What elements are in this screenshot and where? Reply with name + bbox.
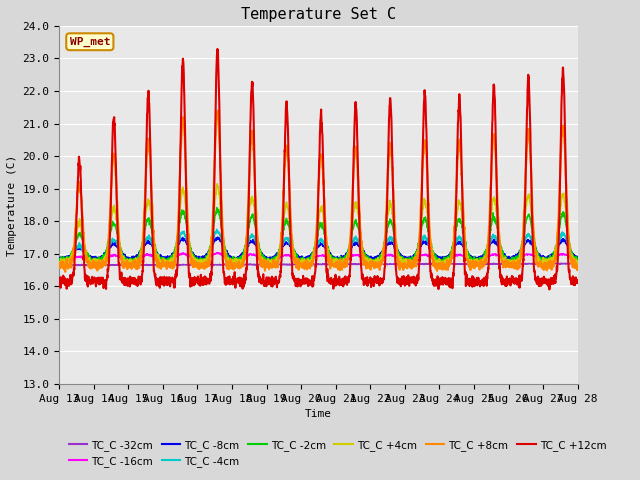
Y-axis label: Temperature (C): Temperature (C) bbox=[7, 154, 17, 255]
X-axis label: Time: Time bbox=[305, 409, 332, 419]
Text: WP_met: WP_met bbox=[70, 36, 110, 47]
Title: Temperature Set C: Temperature Set C bbox=[241, 7, 396, 22]
Legend: TC_C -32cm, TC_C -16cm, TC_C -8cm, TC_C -4cm, TC_C -2cm, TC_C +4cm, TC_C +8cm, T: TC_C -32cm, TC_C -16cm, TC_C -8cm, TC_C … bbox=[65, 436, 611, 471]
